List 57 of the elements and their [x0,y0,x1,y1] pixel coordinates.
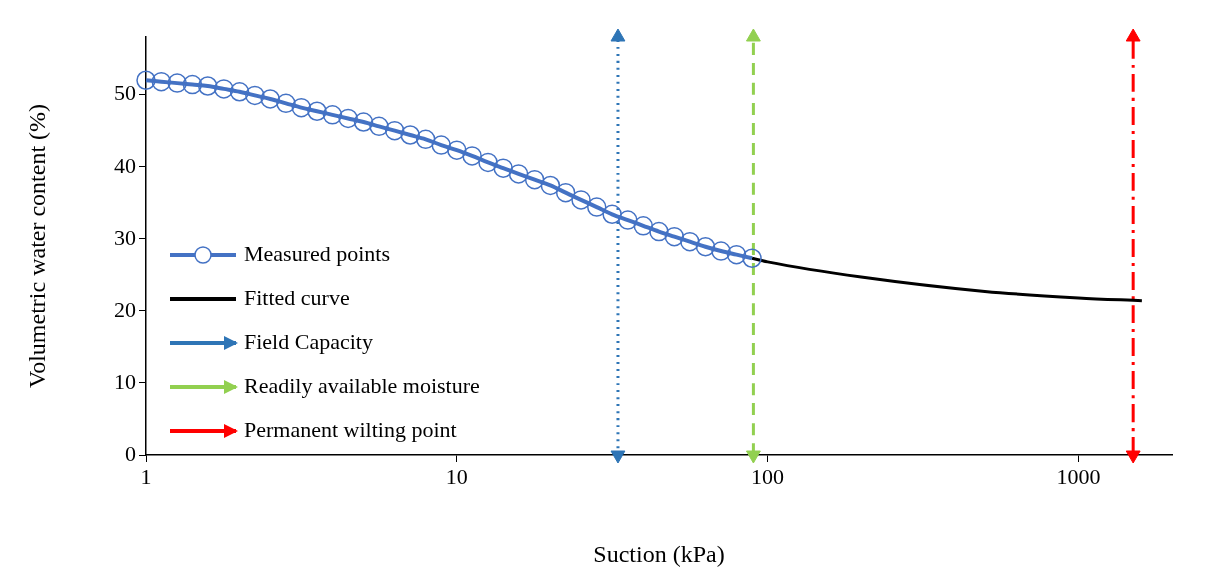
point [524,169,545,190]
legend-label: Measured points [244,240,391,266]
legend-label: Fitted curve [244,284,350,310]
point [182,74,203,95]
point [338,108,358,129]
point [618,210,638,230]
point [431,135,451,155]
point [400,125,420,145]
x-axis-title: Suction (kPa) [593,540,725,567]
legend-label: Field Capacity [244,328,373,354]
x-tick-label: 100 [751,463,785,489]
point [136,70,156,90]
point [478,152,498,173]
point [384,120,405,141]
x-tick-label: 1 [140,463,152,489]
point [680,231,700,252]
point [245,85,265,106]
y-tick-label: 50 [114,80,136,106]
point [307,101,327,121]
point [369,116,389,137]
point [322,105,343,125]
point [353,112,374,132]
point [695,236,716,257]
x-tick-label: 10 [445,463,468,489]
point [167,73,187,93]
point [711,241,731,261]
point [508,164,529,184]
point [415,129,436,150]
point [726,244,747,265]
point [214,79,234,99]
y-tick-label: 10 [114,368,136,394]
point [587,197,607,217]
point [633,216,654,236]
x-tick-label: 1000 [1056,463,1101,489]
point [462,146,482,166]
point [664,226,685,247]
y-tick-label: 30 [114,224,136,250]
point [555,182,576,203]
y-axis-title: Volumetric water content (%) [23,103,50,389]
point [447,140,467,160]
point [198,76,218,96]
legend-label: Permanent wilting point [244,416,457,442]
point [649,221,669,242]
point [276,93,296,114]
point [151,71,172,92]
point [291,97,312,118]
point [229,82,250,102]
legend-label: Readily available moisture [244,372,480,398]
point [260,89,280,109]
point [540,175,561,196]
y-tick-label: 20 [114,296,136,322]
point [742,248,762,268]
y-tick-label: 40 [114,152,136,178]
point [571,190,591,210]
point [493,158,513,178]
y-tick-label: 0 [125,440,136,466]
point [602,204,622,225]
